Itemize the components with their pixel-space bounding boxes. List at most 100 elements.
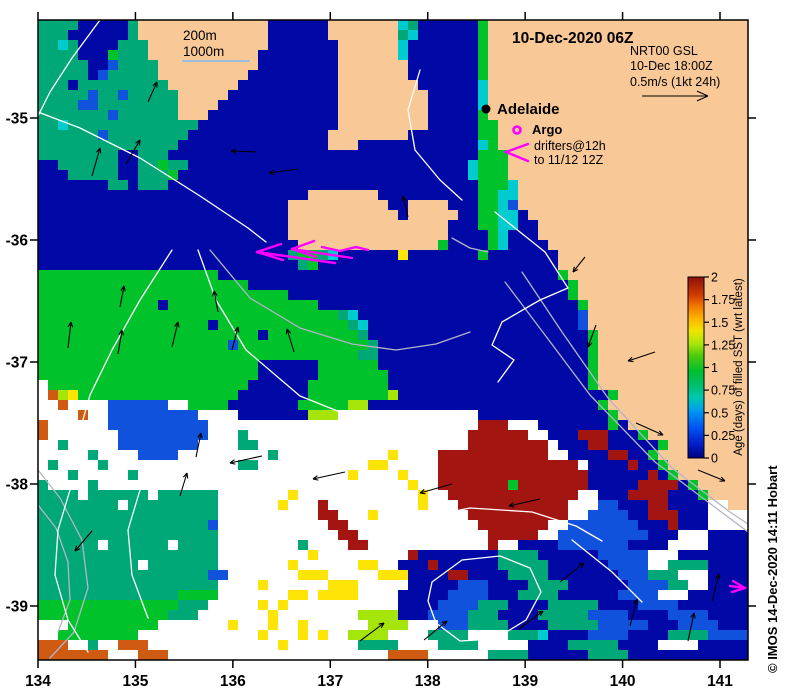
sst-age-cell bbox=[578, 430, 608, 440]
sst-age-cell bbox=[468, 440, 548, 450]
land-cell bbox=[618, 410, 748, 420]
land-cell bbox=[548, 240, 748, 250]
sst-age-cell bbox=[208, 110, 338, 120]
sst-age-cell bbox=[478, 200, 498, 210]
sst-age-cell bbox=[108, 110, 118, 120]
sst-age-cell bbox=[568, 640, 618, 650]
land-cell bbox=[488, 40, 748, 50]
current-vector-head bbox=[230, 148, 237, 152]
land-cell bbox=[288, 230, 448, 240]
sst-age-cell bbox=[278, 600, 288, 610]
sst-age-cell bbox=[438, 470, 588, 480]
sst-age-cell bbox=[598, 620, 648, 630]
sst-age-cell bbox=[548, 560, 608, 570]
sst-age-cell bbox=[518, 480, 588, 490]
plot-title: 10-Dec-2020 06Z bbox=[512, 30, 634, 47]
argo-legend-label: Argo bbox=[532, 122, 562, 137]
sst-age-cell bbox=[108, 180, 128, 190]
sst-age-cell bbox=[338, 250, 398, 260]
sst-age-cell bbox=[608, 410, 618, 420]
sst-age-cell bbox=[468, 160, 478, 170]
sst-age-cell bbox=[388, 390, 398, 400]
sst-age-cell bbox=[38, 190, 308, 200]
sst-age-cell bbox=[648, 450, 658, 460]
land-cell bbox=[538, 220, 748, 230]
land-cell bbox=[488, 30, 748, 40]
sst-age-cell bbox=[38, 510, 218, 520]
sst-age-cell bbox=[318, 360, 378, 370]
sst-age-cell bbox=[58, 400, 68, 410]
drifter-track bbox=[255, 242, 283, 254]
land-cell bbox=[538, 230, 748, 240]
current-vector bbox=[697, 469, 726, 482]
sst-age-cell bbox=[478, 520, 548, 530]
sst-age-cell bbox=[138, 150, 168, 160]
sst-age-cell bbox=[88, 90, 98, 100]
sst-age-cell bbox=[498, 610, 538, 620]
land-cell bbox=[698, 480, 748, 490]
sst-age-cell bbox=[608, 440, 658, 450]
sst-age-cell bbox=[398, 50, 408, 60]
sst-age-cell bbox=[298, 540, 308, 550]
sst-age-cell bbox=[628, 580, 668, 590]
sst-age-cell bbox=[68, 120, 198, 130]
isobath-contour bbox=[451, 237, 489, 253]
current-vector-head bbox=[135, 139, 141, 144]
current-vector bbox=[572, 256, 586, 273]
sst-age-cell bbox=[478, 50, 488, 60]
sst-age-cell bbox=[588, 630, 628, 640]
sst-age-cell bbox=[38, 270, 218, 280]
current-vector-head bbox=[444, 620, 448, 627]
sst-age-cell bbox=[138, 650, 168, 660]
land-cell bbox=[328, 130, 408, 140]
sst-age-cell bbox=[168, 610, 198, 620]
current-vector bbox=[171, 321, 179, 348]
isobath-contour bbox=[38, 504, 71, 633]
sst-age-cell bbox=[118, 50, 148, 60]
land-cell bbox=[338, 120, 428, 130]
y-tick-label: -39 bbox=[6, 599, 29, 616]
land-cell bbox=[338, 110, 428, 120]
sst-age-cell bbox=[278, 640, 288, 650]
sst-age-cell bbox=[478, 80, 488, 90]
sst-age-cell bbox=[478, 60, 488, 70]
land-cell bbox=[338, 70, 408, 80]
sst-age-cell bbox=[118, 90, 128, 100]
land-cell bbox=[578, 280, 748, 290]
drifter-track bbox=[290, 247, 318, 259]
sst-age-cell bbox=[478, 180, 508, 190]
sst-age-cell bbox=[678, 550, 748, 560]
sst-age-cell bbox=[268, 620, 278, 630]
sst-age-cell bbox=[378, 340, 588, 350]
sst-age-cell bbox=[708, 580, 748, 590]
sst-age-cell bbox=[708, 540, 748, 550]
sst-age-cell bbox=[428, 90, 478, 100]
city-label-adelaide: Adelaide bbox=[497, 101, 560, 118]
sst-age-cell bbox=[108, 70, 158, 80]
adelaide-marker bbox=[481, 104, 491, 114]
land-cell bbox=[588, 300, 748, 310]
sst-age-cell bbox=[188, 160, 468, 170]
current-vector bbox=[711, 573, 720, 602]
sst-age-cell bbox=[38, 330, 258, 340]
sst-age-cell bbox=[348, 470, 358, 480]
sst-age-cell bbox=[448, 570, 468, 580]
ssh-contour bbox=[79, 249, 173, 469]
current-vector bbox=[117, 329, 123, 355]
current-vector-head bbox=[312, 475, 318, 480]
sst-age-cell bbox=[258, 360, 318, 370]
sst-age-cell bbox=[648, 500, 668, 510]
current-vector-head bbox=[99, 147, 102, 154]
sst-age-cell bbox=[508, 620, 548, 630]
current-vector-head bbox=[627, 356, 633, 362]
sst-age-cell bbox=[508, 240, 548, 250]
sst-age-cell bbox=[608, 390, 618, 400]
sst-age-cell bbox=[198, 120, 338, 130]
sst-age-cell bbox=[118, 160, 138, 170]
land-cell bbox=[598, 340, 748, 350]
sst-age-cell bbox=[38, 640, 68, 650]
sst-age-cell bbox=[508, 630, 538, 640]
sst-age-cell bbox=[688, 590, 748, 600]
sst-age-cell bbox=[648, 470, 658, 480]
